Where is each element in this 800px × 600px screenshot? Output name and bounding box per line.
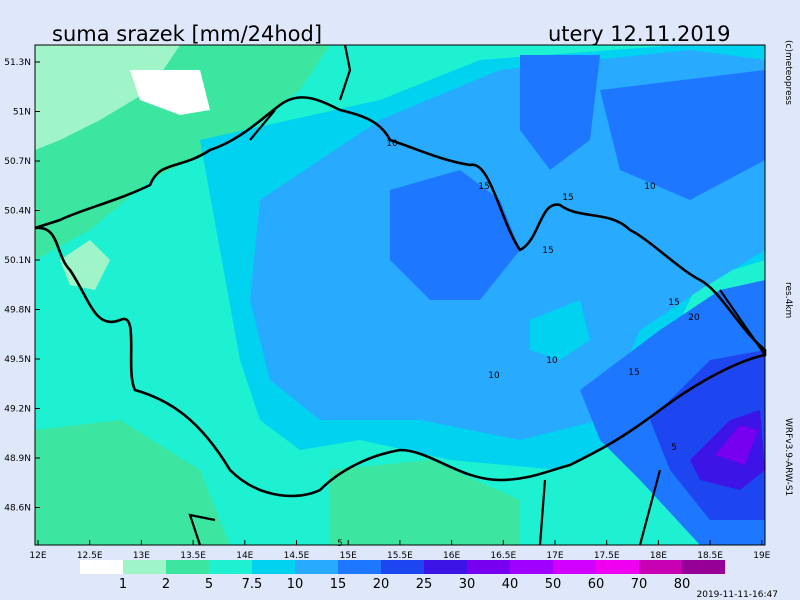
contour-label: 20 [688,313,700,323]
lon-label: 18.5E [697,551,723,561]
lon-label: 15E [340,551,357,561]
colorbar-label: 20 [373,577,390,592]
contour-label: 15 [668,298,679,308]
colorbar-swatch [596,560,639,574]
colorbar-swatch [166,560,209,574]
contour-label: 10 [546,356,558,366]
lon-label: 14E [236,551,253,561]
colorbar-label: 15 [330,577,347,592]
colorbar-label: 60 [588,577,605,592]
model: WRFv3.9-ARW-S1 [783,418,793,496]
lon-label: 18E [650,551,667,561]
colorbar-label: 30 [459,577,476,592]
colorbar-swatch [510,560,553,574]
copyright: (c)meteopress [783,40,793,105]
colorbar-label: 1 [119,577,127,592]
map-title: suma srazek [mm/24hod] [52,22,322,46]
colorbar-label: 50 [545,577,562,592]
lat-label: 48.9N [4,454,31,464]
contour-label: 15 [562,193,573,203]
colorbar-swatch [682,560,725,574]
lon-label: 17.5E [594,551,620,561]
colorbar-swatch [381,560,424,574]
colorbar-label: 10 [287,577,304,592]
lat-label: 51N [13,108,31,118]
contour-label: 5 [337,539,343,549]
colorbar-swatch [295,560,338,574]
lat-label: 50.1N [4,256,31,266]
colorbar-swatch [639,560,682,574]
colorbar-swatch [123,560,166,574]
lon-label: 13.5E [180,551,206,561]
colorbar-label: 70 [631,577,648,592]
colorbar-label: 2 [162,577,170,592]
lon-label: 14.5E [284,551,310,561]
colorbar-swatch [252,560,295,574]
lat-label: 50.7N [4,157,31,167]
colorbar-label: 5 [205,577,213,592]
contour-label: 5 [671,443,677,453]
colorbar-swatch [553,560,596,574]
colorbar-label: 40 [502,577,519,592]
lon-label: 12.5E [77,551,103,561]
colorbar-swatch [338,560,381,574]
lon-label: 16.5E [490,551,516,561]
lon-label: 16E [443,551,460,561]
colorbar-swatch [209,560,252,574]
timestamp: 2019-11-11-16:47 [697,590,779,600]
precipitation-field [34,44,767,546]
contour-label: 15 [628,368,639,378]
lat-label: 50.4N [4,207,31,217]
colorbar-label: 25 [416,577,433,592]
map-date: utery 12.11.2019 [548,22,730,46]
resolution: res.4km [783,282,793,318]
contour-label: 10 [488,371,500,381]
lat-label: 49.5N [4,355,31,365]
lon-label: 12E [29,551,46,561]
lat-label: 49.2N [4,405,31,415]
contour-label: 15 [542,246,553,256]
contour-label: 10 [386,139,398,149]
contour-label: 10 [644,182,656,192]
colorbar-label: 7.5 [242,577,263,592]
colorbar-swatch [80,560,123,574]
lon-label: 19E [753,551,770,561]
colorbar-label: 80 [674,577,691,592]
lon-label: 15.5E [387,551,413,561]
lat-label: 51.3N [4,58,31,68]
lat-label: 48.6N [4,504,31,514]
lon-label: 17E [546,551,563,561]
colorbar-swatch [424,560,467,574]
contour-label: 15 [478,182,489,192]
lat-label: 49.8N [4,306,31,316]
colorbar-swatch [467,560,510,574]
lon-label: 13E [133,551,150,561]
